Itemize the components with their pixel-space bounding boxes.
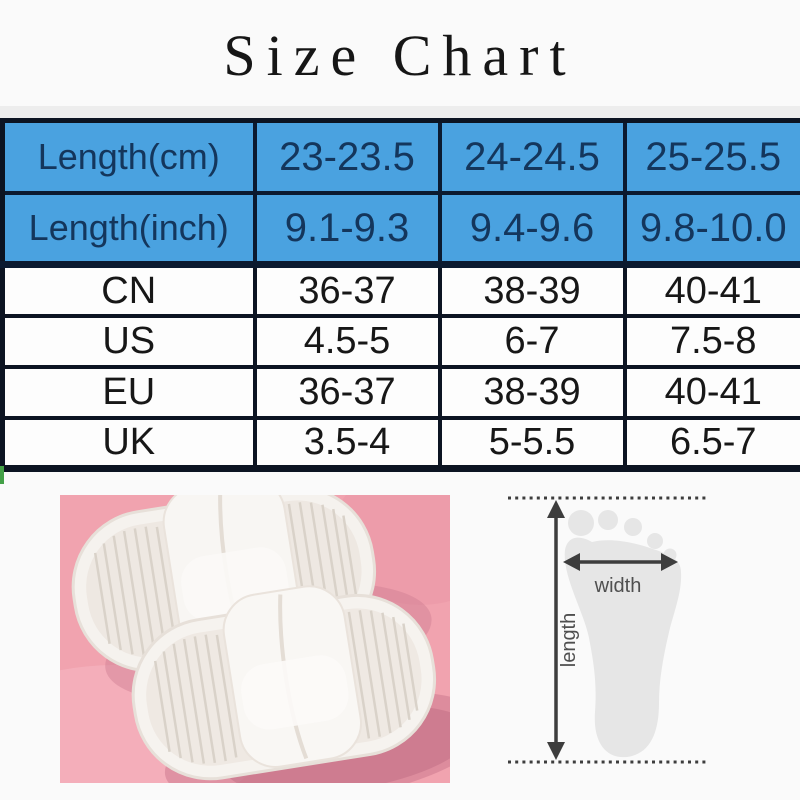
- slippers-illustration: [60, 495, 450, 783]
- value-cell: 9.1-9.3: [252, 190, 442, 268]
- footbed-ribs-heel: [93, 526, 178, 656]
- row-label-cell: US: [0, 313, 257, 369]
- row-label-cell: EU: [0, 364, 257, 420]
- table-row: EU 36-37 38-39 40-41: [0, 364, 800, 420]
- length-arrow: [547, 500, 565, 760]
- value-cell: 9.4-9.6: [437, 190, 627, 268]
- width-arrow: [563, 553, 678, 571]
- row-label-cell: Length(cm): [0, 118, 257, 195]
- table-row: Length(inch) 9.1-9.3 9.4-9.6 9.8-10.0: [0, 190, 800, 268]
- value-cell: 3.5-4: [252, 415, 442, 472]
- size-table: Length(cm) 23-23.5 24-24.5 25-25.5 Lengt…: [0, 118, 800, 472]
- table-top-band: [0, 106, 800, 118]
- value-cell: 24-24.5: [437, 118, 627, 195]
- value-cell: 40-41: [622, 262, 800, 318]
- row-label-cell: Length(inch): [0, 190, 257, 268]
- width-label: width: [594, 575, 642, 597]
- value-cell: 40-41: [622, 364, 800, 420]
- product-photo: [60, 495, 450, 783]
- value-cell: 38-39: [437, 364, 627, 420]
- slipper-front: [131, 585, 450, 783]
- table-row: UK 3.5-4 5-5.5 6.5-7: [0, 415, 800, 472]
- value-cell: 6.5-7: [622, 415, 800, 472]
- value-cell: 23-23.5: [252, 118, 442, 195]
- row-label-cell: CN: [0, 262, 257, 318]
- value-cell: 5-5.5: [437, 415, 627, 472]
- value-cell: 38-39: [437, 262, 627, 318]
- table-row: Length(cm) 23-23.5 24-24.5 25-25.5: [0, 118, 800, 195]
- green-artifact: [0, 466, 4, 484]
- length-label: length: [558, 613, 580, 668]
- page-title: Size Chart: [223, 23, 577, 88]
- value-cell: 9.8-10.0: [622, 190, 800, 268]
- foot-outline: [564, 510, 682, 758]
- value-cell: 25-25.5: [622, 118, 800, 195]
- strap-pillow: [241, 655, 349, 730]
- foot-measurement-diagram: width length: [488, 488, 778, 788]
- foot-diagram-svg: width length: [508, 496, 707, 764]
- value-cell: 36-37: [252, 262, 442, 318]
- value-cell: 7.5-8: [622, 313, 800, 369]
- value-cell: 6-7: [437, 313, 627, 369]
- value-cell: 4.5-5: [252, 313, 442, 369]
- value-cell: 36-37: [252, 364, 442, 420]
- footbed-ribs-heel: [153, 634, 238, 764]
- table-row: US 4.5-5 6-7 7.5-8: [0, 313, 800, 369]
- table-row: CN 36-37 38-39 40-41: [0, 262, 800, 318]
- row-label-cell: UK: [0, 415, 257, 472]
